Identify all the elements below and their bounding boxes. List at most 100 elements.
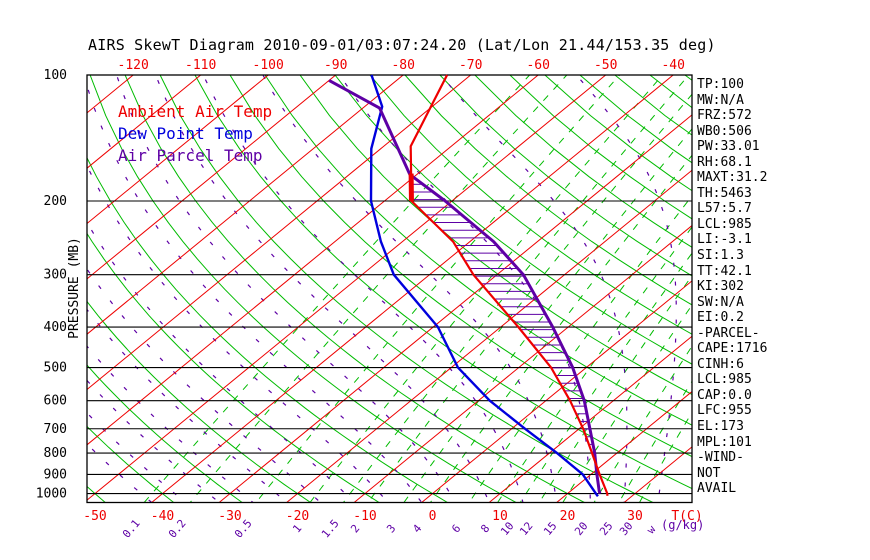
- stat-line: LI:-3.1: [697, 232, 752, 248]
- stat-line: CAP:0.0: [697, 387, 752, 403]
- dry-adiabat-line: [87, 300, 311, 503]
- stat-line: TH:5463: [697, 185, 752, 201]
- dry-adiabat-line: [439, 75, 692, 277]
- bottom-temp-label: -20: [286, 509, 309, 524]
- stat-line: EL:173: [697, 419, 744, 435]
- moist-adiabat-line: [87, 379, 220, 503]
- pressure-tick-label: 200: [44, 194, 67, 209]
- ambient-temp-curve: [409, 74, 609, 496]
- isotherm-line: [87, 75, 607, 501]
- top-temp-label: -100: [253, 58, 284, 73]
- mixing-ratio-line: [255, 75, 620, 503]
- stat-line: WB0:506: [697, 123, 752, 139]
- dry-adiabat-line: [87, 232, 380, 503]
- moist-adiabat-line: [116, 75, 456, 503]
- dry-adiabat-line: [404, 75, 692, 306]
- dew-point-curve: [369, 74, 599, 498]
- top-temp-label: -80: [391, 58, 414, 73]
- isotherm-line: [87, 75, 404, 335]
- stat-line: -WIND-: [697, 450, 744, 466]
- dry-adiabat-line: [474, 75, 692, 248]
- mixing-ratio-line: [429, 154, 692, 503]
- top-temp-label: -120: [118, 58, 149, 73]
- dry-adiabat-line: [87, 364, 243, 503]
- stat-line: AVAIL: [697, 481, 737, 497]
- pressure-tick-label: 900: [44, 467, 67, 482]
- isotherm-line: [87, 75, 472, 391]
- legend-ambient-air-temp: Ambient Air Temp: [118, 102, 273, 121]
- plot-legend: Ambient Air Temp Dew Point Temp Air Parc…: [118, 101, 272, 167]
- stat-line: LFC:955: [697, 403, 752, 419]
- mixing-ratio-line: [639, 411, 692, 503]
- pressure-tick-label: 600: [44, 394, 67, 409]
- isotherm-line: [87, 75, 269, 225]
- stat-line: LCL:985: [697, 216, 752, 232]
- top-temp-label: -110: [185, 58, 216, 73]
- mixing-ratio-label: 2: [348, 522, 362, 535]
- pressure-tick-label: 300: [44, 268, 67, 283]
- sounding-indices-panel: TP:100 MW:N/A FRZ:572 WB0:506 PW:33.01 RH:68.…: [697, 77, 767, 497]
- stat-line: RH:68.1: [697, 154, 752, 170]
- bottom-temp-label: -30: [218, 509, 241, 524]
- dry-adiabat-line: [87, 485, 106, 503]
- plot-border: [86, 74, 693, 504]
- isotherm-line: [556, 390, 692, 503]
- mixing-ratio-line: [403, 128, 692, 503]
- stat-line: CAPE:1716: [697, 341, 768, 357]
- isotherm-line: [151, 75, 674, 503]
- mixing-ratio-label: 25: [597, 519, 615, 538]
- stat-line: -PARCEL-: [697, 325, 760, 341]
- stat-line: LCL:985: [697, 372, 752, 388]
- stat-line: PW:33.01: [697, 139, 760, 155]
- moist-adiabat-line: [575, 75, 677, 503]
- dry-adiabat-line: [334, 75, 692, 365]
- legend-air-parcel-temp: Air Parcel Temp: [118, 146, 263, 165]
- isotherm-line: [421, 280, 692, 503]
- pressure-tick-label: 100: [44, 68, 67, 83]
- pressure-tick-label: 500: [44, 361, 67, 376]
- moist-adiabat-line: [87, 83, 423, 503]
- isotherm-line: [353, 224, 692, 503]
- stat-line: TP:100: [697, 77, 744, 92]
- isotherm-line: [87, 75, 202, 169]
- mixing-axis-unit-label: (g/kg): [661, 518, 704, 532]
- mixing-ratio-label: 12: [517, 519, 535, 538]
- stat-line: MPL:101: [697, 434, 752, 450]
- dry-adiabat-line: [369, 75, 692, 335]
- stat-line: FRZ:572: [697, 108, 752, 124]
- top-temp-label: -70: [459, 58, 482, 73]
- top-temp-label: -40: [661, 58, 684, 73]
- bottom-temp-label: 10: [492, 509, 508, 524]
- top-temp-label: -50: [594, 58, 617, 73]
- mixing-ratio-line: [309, 75, 663, 503]
- mixing-ratio-label: 6: [449, 522, 463, 535]
- mixing-ratio-line: [497, 226, 692, 503]
- mixing-ratio-label: 0.1: [120, 517, 143, 541]
- temp-axis-unit-label: T(C): [671, 509, 702, 524]
- mixing-ratio-label: 8: [478, 522, 492, 535]
- stat-line: L57:5.7: [697, 201, 752, 217]
- mixing-ratio-label: 15: [541, 519, 559, 538]
- mixing-ratio-line: [519, 252, 692, 503]
- pressure-tick-label: 1000: [36, 487, 67, 502]
- mixing-ratio-label: 1.5: [319, 517, 342, 541]
- isotherm-line: [218, 114, 692, 503]
- mixing-ratio-label: 1: [290, 522, 304, 535]
- moist-adiabat-line: [87, 268, 321, 503]
- stat-line: MAXT:31.2: [697, 170, 768, 186]
- stat-line: KI:302: [697, 279, 744, 295]
- stat-line: MW:N/A: [697, 92, 744, 108]
- dry-adiabat-line: [229, 75, 692, 458]
- chart-title: AIRS SkewT Diagram 2010-09-01/03:07:24.2…: [88, 36, 716, 54]
- moist-adiabat-line: [87, 221, 355, 503]
- pressure-tick-label: 700: [44, 422, 67, 437]
- bottom-temp-label: -50: [83, 509, 106, 524]
- parcel-temp-curve: [328, 79, 602, 494]
- pressure-tick-label: 800: [44, 446, 67, 461]
- isotherm-line: [488, 335, 692, 503]
- mixing-ratio-line: [468, 194, 692, 503]
- isotherm-line: [286, 169, 692, 503]
- moist-adiabat-line: [262, 75, 558, 503]
- mixing-axis-unit-prefix: w: [644, 523, 658, 537]
- bottom-temp-label: -40: [151, 509, 174, 524]
